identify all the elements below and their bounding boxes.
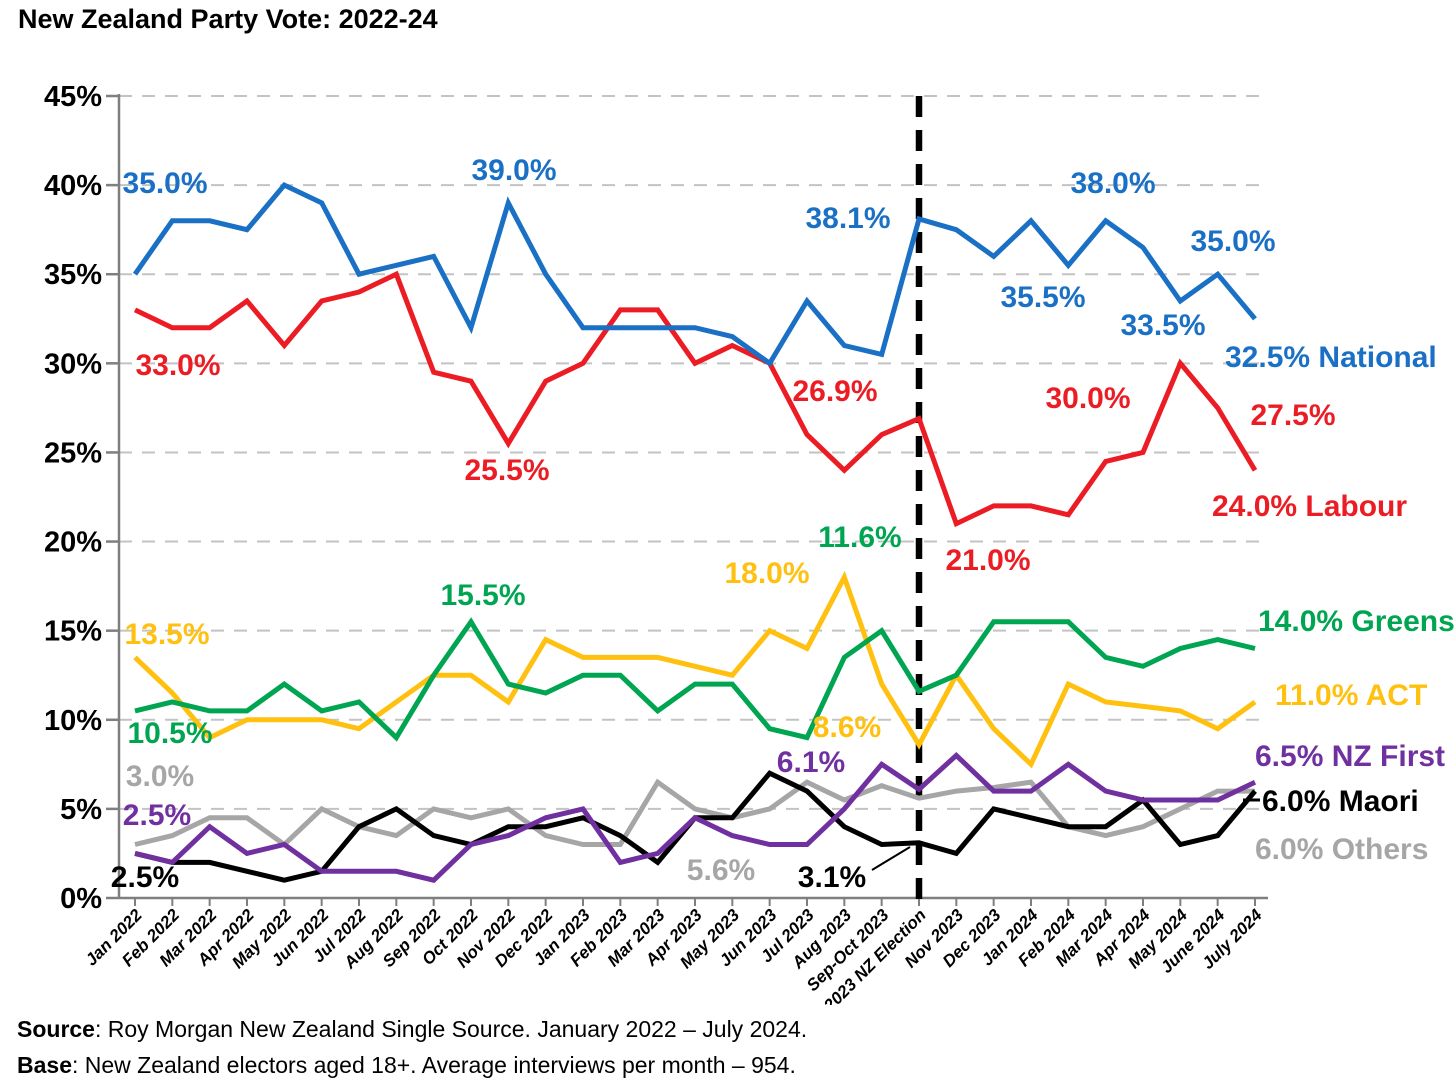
data-label-others: 3.0% (126, 760, 194, 793)
data-label-labour: 24.0% Labour (1212, 490, 1407, 523)
data-label-national: 39.0% (471, 154, 556, 187)
y-axis-label: 20% (44, 527, 102, 559)
data-label-national: 35.5% (1000, 281, 1085, 314)
y-axis-label: 10% (44, 705, 102, 737)
data-label-nz-first: 2.5% (123, 799, 191, 832)
data-label-nz-first: 6.1% (777, 746, 845, 779)
y-axis-label: 0% (60, 883, 102, 915)
data-label-greens: 15.5% (440, 579, 525, 612)
data-label-maori: 3.1% (798, 861, 866, 894)
data-label-greens: 14.0% Greens (1258, 605, 1455, 638)
data-label-greens: 10.5% (127, 717, 212, 750)
data-label-national: 38.1% (805, 202, 890, 235)
series-line-greens (134, 617, 1256, 742)
source-text: : Roy Morgan New Zealand Single Source. … (94, 1016, 808, 1042)
y-axis-label: 15% (44, 616, 102, 648)
data-label-labour: 27.5% (1250, 399, 1335, 432)
data-label-labour: 30.0% (1045, 382, 1130, 415)
y-axis-label: 25% (44, 437, 102, 469)
data-label-greens: 11.6% (818, 521, 901, 554)
series-line-national (132, 182, 1257, 367)
y-axis-label: 30% (44, 348, 102, 380)
data-label-labour: 21.0% (945, 544, 1030, 577)
chart-title: New Zealand Party Vote: 2022-24 (18, 4, 438, 34)
y-axis-label: 40% (44, 170, 102, 202)
data-label-national: 35.0% (1190, 225, 1275, 258)
data-label-maori: 2.5% (111, 861, 179, 894)
base-note: Base: New Zealand electors aged 18+. Ave… (17, 1048, 807, 1084)
data-label-maori: 6.0% Maori (1262, 785, 1419, 818)
series-line-labour (133, 270, 1258, 528)
y-axis-label: 45% (44, 81, 102, 113)
source-note: Source: Roy Morgan New Zealand Single So… (17, 1012, 807, 1048)
y-axis-label: 5% (60, 794, 102, 826)
series-line-act (133, 570, 1257, 769)
series-line-nz-first (134, 751, 1257, 883)
data-label-others: 6.0% Others (1255, 833, 1428, 866)
party-vote-line-chart: 0%5%10%15%20%25%30%35%40%45%Jan 2022Feb … (44, 81, 1455, 1005)
base-text: : New Zealand electors aged 18+. Average… (71, 1051, 796, 1078)
y-axis-label: 35% (44, 259, 102, 291)
data-label-national: 32.5% National (1225, 341, 1437, 374)
data-label-national: 33.5% (1120, 309, 1205, 342)
data-label-act: 11.0% ACT (1275, 679, 1427, 712)
data-label-act: 18.0% (724, 557, 809, 590)
data-label-others: 5.6% (687, 854, 755, 887)
data-label-act: 13.5% (124, 618, 209, 651)
annotation-leader-line (871, 846, 911, 871)
base-label: Base (17, 1051, 72, 1078)
data-label-labour: 25.5% (464, 454, 549, 487)
data-label-national: 35.0% (122, 167, 207, 200)
series-line-others (134, 778, 1255, 848)
source-label: Source (17, 1016, 95, 1042)
data-label-labour: 26.9% (792, 375, 877, 408)
data-label-nz-first: 6.5% NZ First (1255, 740, 1445, 773)
data-label-labour: 33.0% (135, 349, 220, 382)
chart-footnotes: Source: Roy Morgan New Zealand Single So… (17, 1012, 807, 1083)
data-label-national: 38.0% (1070, 167, 1155, 200)
data-label-act: 8.6% (813, 711, 881, 744)
